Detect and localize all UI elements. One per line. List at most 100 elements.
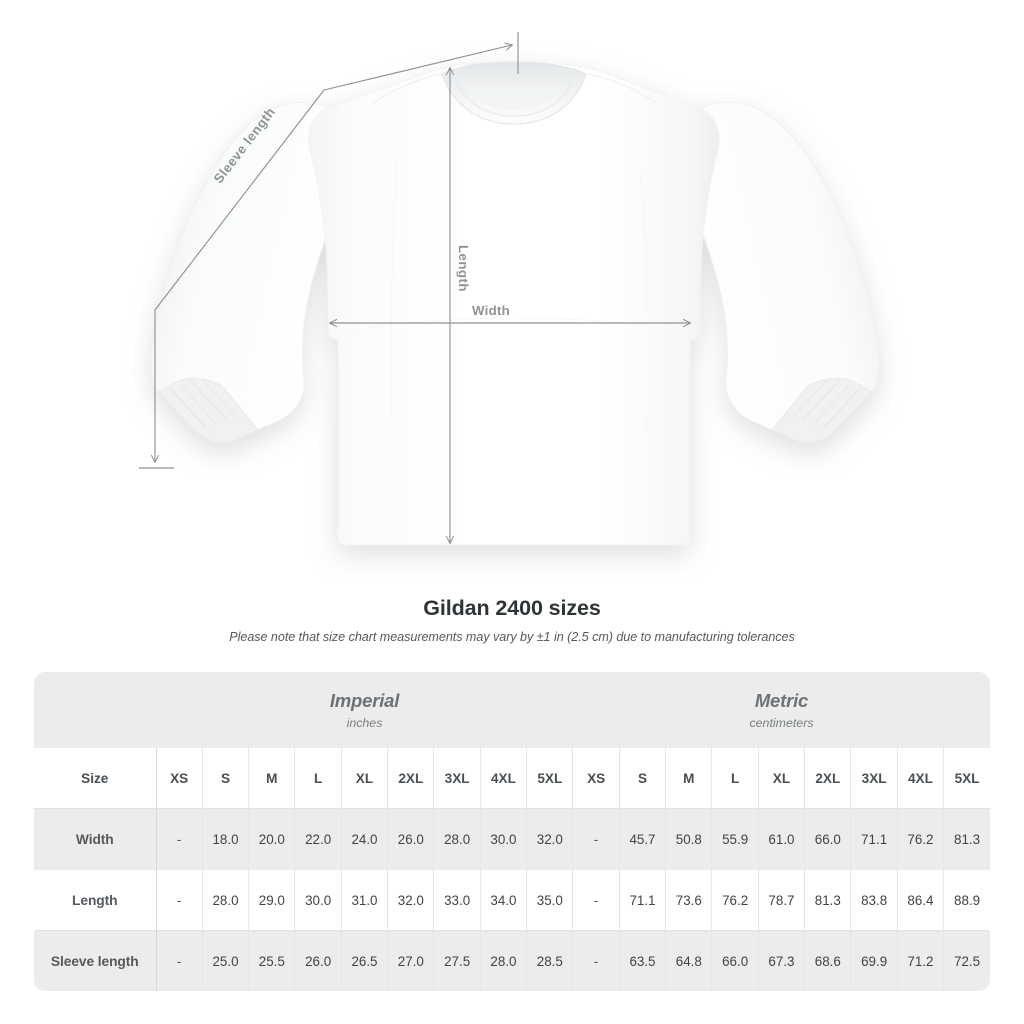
table-row: Length -28.0 29.0 30.0 31.0 32.0 33.0 34.0 35.0-… bbox=[34, 869, 990, 931]
cell-width-metric-3xl: 71.1 bbox=[850, 808, 898, 870]
size-header-imperial-2xl: 2XL bbox=[387, 748, 435, 809]
row-label-length: Length bbox=[34, 869, 157, 931]
collar-inner bbox=[454, 78, 574, 117]
size-header-imperial-4xl: 4XL bbox=[480, 748, 528, 809]
cell-width-imperial-5xl: 32.0 bbox=[526, 808, 574, 870]
cell-length-imperial-5xl: 35.0 bbox=[526, 869, 574, 931]
size-header-imperial-5xl: 5XL bbox=[526, 748, 574, 809]
cell-sleeve-length-metric-xs: - bbox=[572, 930, 620, 991]
cell-width-imperial-4xl: 30.0 bbox=[480, 808, 528, 870]
cell-length-metric-s: 71.1 bbox=[619, 869, 667, 931]
size-header-metric-l: L bbox=[711, 748, 759, 809]
cell-length-imperial-2xl: 32.0 bbox=[387, 869, 435, 931]
cell-width-imperial-s: 18.0 bbox=[202, 808, 250, 870]
cell-length-metric-xs: - bbox=[572, 869, 620, 931]
cell-length-imperial-m: 29.0 bbox=[248, 869, 296, 931]
cell-width-imperial-2xl: 26.0 bbox=[387, 808, 435, 870]
garment-illustration: Sleeve length Length Width bbox=[139, 32, 880, 546]
cell-sleeve-length-metric-s: 63.5 bbox=[619, 930, 667, 991]
shirt-diagram: Sleeve length Length Width bbox=[139, 32, 880, 546]
size-chart-table-container: Imperial inches Metric centimeters Size XS S M L… bbox=[34, 672, 990, 991]
cell-width-imperial-m: 20.0 bbox=[248, 808, 296, 870]
sleeve-length-line bbox=[155, 89, 325, 462]
right-cuff bbox=[771, 378, 873, 444]
title-block: Gildan 2400 sizes Please note that size … bbox=[0, 595, 1024, 645]
unit-system-row: Imperial inches Metric centimeters bbox=[34, 672, 990, 748]
cell-length-metric-2xl: 81.3 bbox=[804, 869, 852, 931]
cell-sleeve-length-imperial-4xl: 28.0 bbox=[480, 930, 528, 991]
cell-length-imperial-s: 28.0 bbox=[202, 869, 250, 931]
cell-sleeve-length-metric-xl: 67.3 bbox=[758, 930, 806, 991]
cell-sleeve-length-imperial-5xl: 28.5 bbox=[526, 930, 574, 991]
cell-length-metric-xl: 78.7 bbox=[758, 869, 806, 931]
size-header-imperial-s: S bbox=[202, 748, 250, 809]
row-label-width: Width bbox=[34, 808, 157, 870]
shirt-torso bbox=[308, 62, 720, 546]
size-chart-table: Imperial inches Metric centimeters Size XS S M L… bbox=[34, 672, 990, 991]
length-label: Length bbox=[456, 245, 471, 292]
row-label-sleeve-length: Sleeve length bbox=[34, 930, 157, 991]
cell-sleeve-length-imperial-3xl: 27.5 bbox=[433, 930, 481, 991]
size-header-metric-2xl: 2XL bbox=[804, 748, 852, 809]
cell-sleeve-length-metric-l: 66.0 bbox=[711, 930, 759, 991]
cell-width-imperial-xl: 24.0 bbox=[341, 808, 389, 870]
cell-width-metric-2xl: 66.0 bbox=[804, 808, 852, 870]
cell-width-imperial-3xl: 28.0 bbox=[433, 808, 481, 870]
cell-width-imperial-l: 22.0 bbox=[294, 808, 342, 870]
unit-system-cell-imperial: Imperial inches bbox=[156, 672, 573, 748]
size-header-imperial-xl: XL bbox=[341, 748, 389, 809]
unit-system-unit: inches bbox=[346, 715, 383, 730]
cell-length-metric-5xl: 88.9 bbox=[943, 869, 990, 931]
width-label: Width bbox=[472, 303, 510, 318]
unit-row-spacer bbox=[34, 672, 156, 748]
cell-sleeve-length-metric-4xl: 71.2 bbox=[897, 930, 945, 991]
cell-sleeve-length-metric-5xl: 72.5 bbox=[943, 930, 990, 991]
cell-width-metric-xs: - bbox=[572, 808, 620, 870]
cell-sleeve-length-imperial-s: 25.0 bbox=[202, 930, 250, 991]
left-cuff bbox=[157, 378, 259, 444]
cell-width-metric-xl: 61.0 bbox=[758, 808, 806, 870]
cell-width-metric-4xl: 76.2 bbox=[897, 808, 945, 870]
cell-width-metric-s: 45.7 bbox=[619, 808, 667, 870]
size-header-metric-m: M bbox=[665, 748, 713, 809]
size-header-row: Size XS S M L XL 2XL 3XL 4XL 5XL XS S M L XL 2XL 3XL 4XL 5… bbox=[34, 748, 990, 809]
size-header-imperial-3xl: 3XL bbox=[433, 748, 481, 809]
cell-sleeve-length-imperial-xl: 26.5 bbox=[341, 930, 389, 991]
size-header-metric-s: S bbox=[619, 748, 667, 809]
size-header-metric-3xl: 3XL bbox=[850, 748, 898, 809]
unit-system-name: Imperial bbox=[329, 689, 400, 711]
shirt-body-group bbox=[150, 61, 880, 546]
cell-sleeve-length-metric-2xl: 68.6 bbox=[804, 930, 852, 991]
cell-length-imperial-4xl: 34.0 bbox=[480, 869, 528, 931]
cell-sleeve-length-imperial-xs: - bbox=[156, 930, 203, 991]
size-header-imperial-m: M bbox=[248, 748, 296, 809]
cell-width-metric-l: 55.9 bbox=[711, 808, 759, 870]
cell-length-metric-4xl: 86.4 bbox=[897, 869, 945, 931]
cell-sleeve-length-imperial-l: 26.0 bbox=[294, 930, 342, 991]
cell-length-imperial-xl: 31.0 bbox=[341, 869, 389, 931]
cell-sleeve-length-metric-3xl: 69.9 bbox=[850, 930, 898, 991]
cell-width-metric-5xl: 81.3 bbox=[943, 808, 990, 870]
unit-system-name: Metric bbox=[754, 689, 809, 711]
cell-length-metric-m: 73.6 bbox=[665, 869, 713, 931]
table-row: Sleeve length -25.0 25.5 26.0 26.5 27.0 27.5 28… bbox=[34, 930, 990, 991]
sleeve-length-top-tick bbox=[323, 45, 512, 91]
table-row: Width -18.0 20.0 22.0 24.0 26.0 28.0 30.0 32.0-4… bbox=[34, 808, 990, 870]
cell-width-imperial-xs: - bbox=[156, 808, 203, 870]
size-header-imperial-xs: XS bbox=[156, 748, 203, 809]
page-title: Gildan 2400 sizes bbox=[423, 596, 601, 620]
cell-length-imperial-3xl: 33.0 bbox=[433, 869, 481, 931]
cell-length-imperial-l: 30.0 bbox=[294, 869, 342, 931]
size-header-metric-xl: XL bbox=[758, 748, 806, 809]
cell-width-metric-m: 50.8 bbox=[665, 808, 713, 870]
cell-sleeve-length-metric-m: 64.8 bbox=[665, 930, 713, 991]
size-header-metric-5xl: 5XL bbox=[943, 748, 990, 809]
cell-length-metric-l: 76.2 bbox=[711, 869, 759, 931]
size-header-metric-4xl: 4XL bbox=[897, 748, 945, 809]
cell-sleeve-length-imperial-2xl: 27.0 bbox=[387, 930, 435, 991]
tolerance-note: Please note that size chart measurements… bbox=[229, 630, 795, 644]
measurement-annotations bbox=[139, 32, 690, 543]
cell-length-imperial-xs: - bbox=[156, 869, 203, 931]
cell-sleeve-length-imperial-m: 25.5 bbox=[248, 930, 296, 991]
unit-system-cell-metric: Metric centimeters bbox=[572, 672, 990, 748]
